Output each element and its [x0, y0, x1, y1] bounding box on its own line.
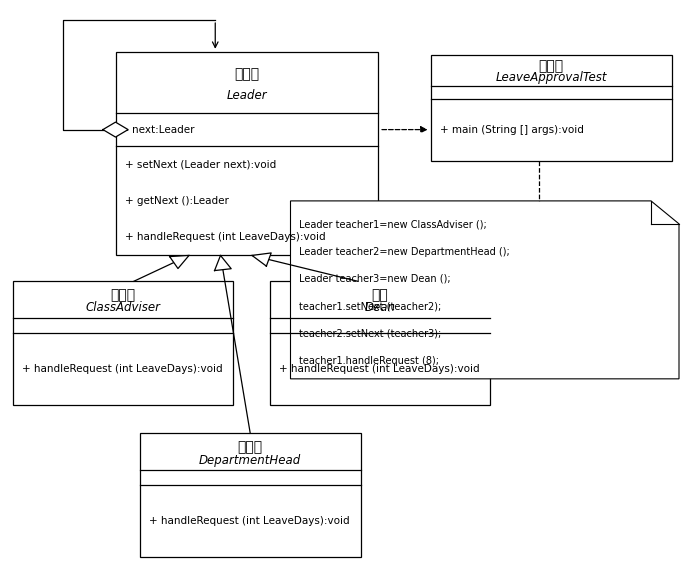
Polygon shape — [215, 255, 231, 270]
Polygon shape — [103, 122, 128, 137]
Text: teacher1.handleRequest (8);: teacher1.handleRequest (8); — [299, 356, 439, 366]
Text: 领导类: 领导类 — [234, 67, 259, 82]
Text: LeaveApprovalTest: LeaveApprovalTest — [496, 71, 607, 84]
FancyBboxPatch shape — [13, 281, 233, 405]
Text: Leader teacher3=new Dean ();: Leader teacher3=new Dean (); — [299, 274, 451, 284]
FancyBboxPatch shape — [270, 281, 490, 405]
FancyBboxPatch shape — [430, 55, 672, 161]
Text: Dean: Dean — [364, 301, 395, 315]
Polygon shape — [252, 253, 271, 266]
Text: teacher1.setNext (teacher2);: teacher1.setNext (teacher2); — [299, 301, 441, 311]
Text: Leader teacher1=new ClassAdviser ();: Leader teacher1=new ClassAdviser (); — [299, 219, 486, 229]
Text: + main (String [] args):void: + main (String [] args):void — [440, 125, 584, 135]
FancyBboxPatch shape — [140, 433, 360, 557]
Text: 系主任: 系主任 — [238, 440, 262, 454]
Text: ClassAdviser: ClassAdviser — [85, 301, 160, 315]
Polygon shape — [290, 201, 679, 379]
Text: + handleRequest (int LeaveDays):void: + handleRequest (int LeaveDays):void — [279, 364, 480, 374]
Text: Leader: Leader — [226, 89, 267, 102]
Text: + handleRequest (int LeaveDays):void: + handleRequest (int LeaveDays):void — [125, 232, 326, 242]
Text: + handleRequest (int LeaveDays):void: + handleRequest (int LeaveDays):void — [149, 516, 350, 526]
Text: 班主任: 班主任 — [111, 288, 135, 302]
FancyBboxPatch shape — [116, 52, 378, 255]
Text: 院长: 院长 — [372, 288, 388, 302]
Text: DepartmentHead: DepartmentHead — [199, 453, 302, 467]
Text: + handleRequest (int LeaveDays):void: + handleRequest (int LeaveDays):void — [22, 364, 223, 374]
Polygon shape — [169, 255, 189, 269]
Text: teacher2.setNext (teacher3);: teacher2.setNext (teacher3); — [299, 329, 441, 339]
Text: + getNext ():Leader: + getNext ():Leader — [125, 196, 228, 206]
Text: 客户类: 客户类 — [539, 59, 564, 73]
Text: + setNext (Leader next):void: + setNext (Leader next):void — [125, 160, 276, 169]
Text: - next:Leader: - next:Leader — [125, 125, 194, 134]
Text: Leader teacher2=new DepartmentHead ();: Leader teacher2=new DepartmentHead (); — [299, 247, 510, 257]
